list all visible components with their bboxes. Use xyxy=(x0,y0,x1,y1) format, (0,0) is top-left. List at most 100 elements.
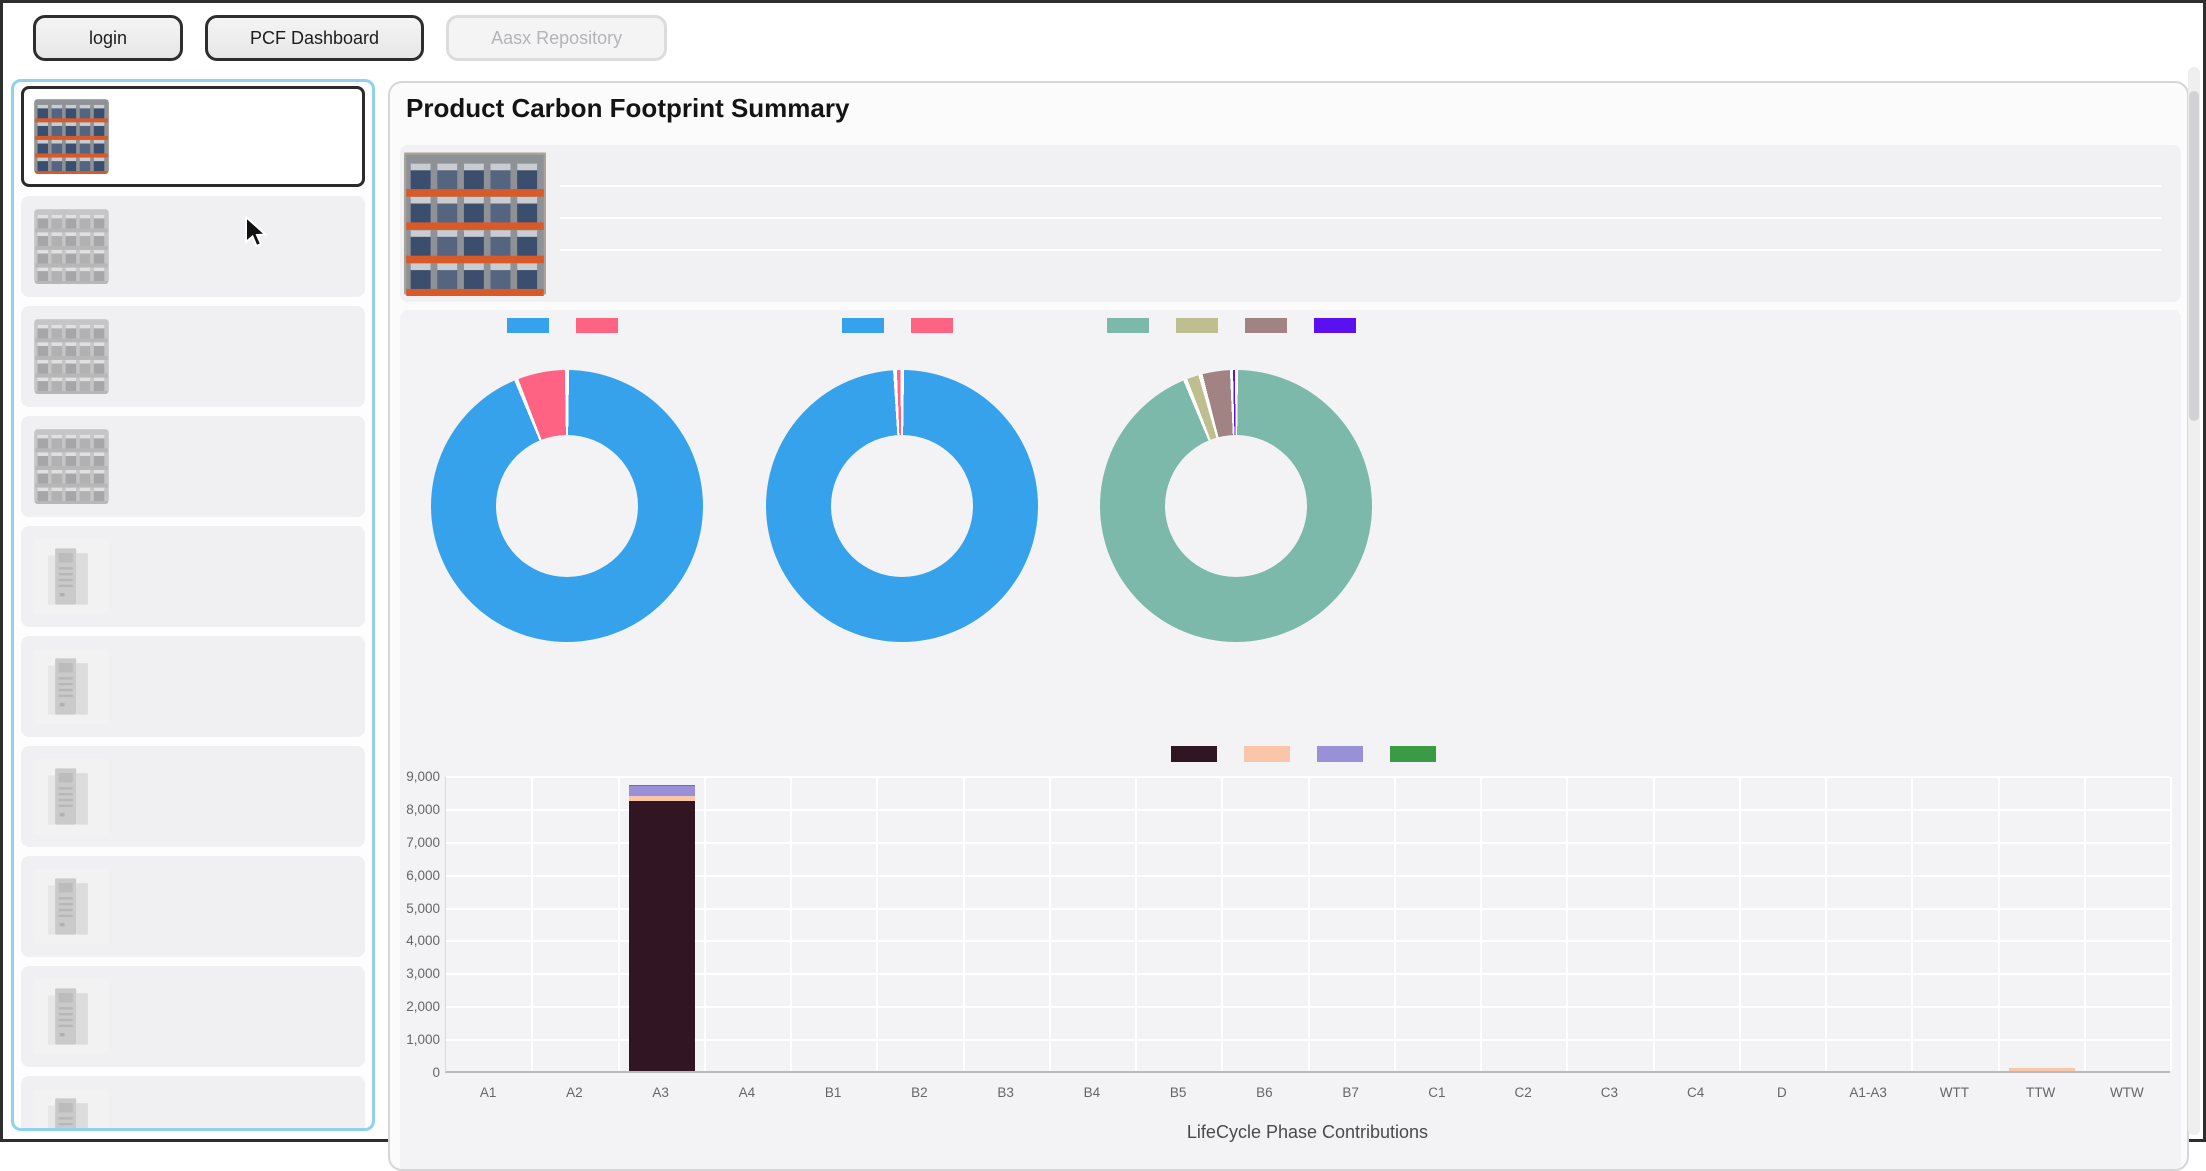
asset-thumbnail xyxy=(34,759,109,834)
chart-legend xyxy=(732,310,1072,333)
x-axis-tick-label: A1 xyxy=(479,1085,497,1100)
sidebar-item-xgpac23[interactable] xyxy=(21,856,365,957)
asset-thumbnail xyxy=(34,979,109,1054)
y-axis-tick-label: 1,000 xyxy=(406,1032,440,1048)
x-axis-tick-label: B6 xyxy=(1256,1085,1273,1100)
gridline xyxy=(703,777,706,1071)
y-axis-tick-label: 7,000 xyxy=(406,834,440,850)
gridline xyxy=(1221,777,1224,1071)
sidebar-item-xglefmtb[interactable] xyxy=(21,746,365,847)
bar-segment-A3-bcell[interactable] xyxy=(628,784,695,787)
legend-item-ev[interactable] xyxy=(1107,318,1158,333)
donut-graphic[interactable] xyxy=(431,370,703,642)
legend-item-bpack[interactable] xyxy=(1243,746,1299,762)
y-axis-tick-label: 4,000 xyxy=(406,933,440,949)
asset-thumbnail xyxy=(34,869,109,944)
x-axis-tick-label: B3 xyxy=(997,1085,1014,1100)
legend-swatch xyxy=(911,318,953,333)
legend-item-bcell[interactable] xyxy=(1314,318,1365,333)
bar-segment-A3-bmodule[interactable] xyxy=(628,786,695,797)
legend-item-bmodule[interactable] xyxy=(1316,746,1372,762)
nav-button-aasx-repository[interactable]: Aasx Repository xyxy=(446,15,668,61)
legend-item-ev[interactable] xyxy=(1170,746,1226,762)
nav-button-pcf-dashboard[interactable]: PCF Dashboard xyxy=(205,15,425,61)
sidebar-item-bcell[interactable] xyxy=(21,416,365,517)
sidebar-item-xgfad4s[interactable] xyxy=(21,526,365,627)
x-axis-tick-label: TTW xyxy=(2026,1085,2056,1100)
chart-legend xyxy=(1066,310,1406,333)
legend-item-bpack[interactable] xyxy=(1176,318,1227,333)
donut-graphic[interactable] xyxy=(1100,370,1372,642)
nav-button-login[interactable]: login xyxy=(33,15,183,61)
sidebar-item-xgicpuz[interactable] xyxy=(21,636,365,737)
donut-hole xyxy=(496,435,638,577)
donut-chart-source-of-emission xyxy=(732,310,1072,642)
sidebar-item-bpack[interactable] xyxy=(21,196,365,297)
gridline xyxy=(1480,777,1482,1071)
top-nav: login PCF Dashboard Aasx Repository xyxy=(33,15,668,61)
gridline xyxy=(1393,777,1396,1071)
y-axis-tick-label: 5,000 xyxy=(406,900,440,916)
gridline xyxy=(1307,777,1310,1071)
legend-item-product-carbon-footprint[interactable] xyxy=(842,318,893,333)
x-axis-tick-label: A2 xyxy=(566,1085,583,1100)
gridline xyxy=(1825,777,1827,1071)
x-axis-tick-label: B1 xyxy=(824,1085,842,1100)
vertical-scrollbar-track[interactable] xyxy=(2188,67,2200,1135)
gridline xyxy=(876,777,879,1071)
legend-item-transport-carbon-footprint[interactable] xyxy=(911,318,962,333)
y-axis-tick-label: 2,000 xyxy=(406,999,440,1015)
gridline xyxy=(1652,777,1655,1071)
legend-swatch xyxy=(1389,746,1436,762)
legend-swatch xyxy=(842,318,884,333)
asset-info-card xyxy=(400,145,2181,302)
legend-item-bcell[interactable] xyxy=(1389,746,1445,762)
x-axis-tick-label: B2 xyxy=(911,1085,928,1100)
legend-swatch xyxy=(1176,318,1218,333)
x-axis-tick-label: WTW xyxy=(2110,1085,2144,1100)
legend-swatch xyxy=(1107,318,1149,333)
donut-graphic[interactable] xyxy=(766,370,1038,642)
bar-segment-TTW-bpack[interactable] xyxy=(2008,1067,2075,1071)
gridline xyxy=(1566,777,1569,1071)
y-axis-tick-label: 6,000 xyxy=(406,867,440,883)
chart-legend xyxy=(397,310,737,333)
x-axis-tick-label: D xyxy=(1777,1085,1787,1100)
gridline xyxy=(2083,777,2086,1071)
asset-thumbnail xyxy=(34,209,109,284)
asset-thumbnail xyxy=(34,319,109,394)
charts-card: LifeCycle Phase Contributions xyxy=(397,310,2181,1169)
gridline xyxy=(1048,777,1051,1071)
asset-thumbnail xyxy=(34,429,109,504)
sidebar-item-bmodule[interactable] xyxy=(21,306,365,407)
asset-photo xyxy=(404,151,546,296)
x-axis-tick-label: B4 xyxy=(1083,1085,1101,1100)
legend-item-bmodule[interactable] xyxy=(1245,318,1296,333)
legend-swatch xyxy=(1245,318,1287,333)
sidebar-item-ev[interactable] xyxy=(21,86,365,187)
asset-list-sidebar xyxy=(11,79,375,1131)
gridline xyxy=(2170,777,2172,1071)
donut-hole xyxy=(831,435,973,577)
sidebar-item-xgqtr2b[interactable] xyxy=(21,966,365,1067)
x-axis-tick-label: C3 xyxy=(1600,1085,1618,1100)
bar-segment-A3-bpack[interactable] xyxy=(628,796,695,801)
donut-chart-category-of-emission xyxy=(397,310,737,642)
info-row xyxy=(560,219,2161,251)
legend-item-own-emission[interactable] xyxy=(507,318,558,333)
asset-thumbnail xyxy=(34,539,109,614)
vertical-scrollbar-thumb[interactable] xyxy=(2189,91,2199,421)
gridline xyxy=(617,777,620,1071)
bar-segment-A3-ev[interactable] xyxy=(628,800,695,1071)
y-axis-tick-label: 8,000 xyxy=(406,801,440,817)
legend-swatch xyxy=(1316,746,1363,762)
asset-info-rows xyxy=(560,155,2161,251)
sidebar-item-xmce32a[interactable] xyxy=(21,1076,365,1128)
legend-item-supply-chain-emission[interactable] xyxy=(576,318,627,333)
x-axis-tick-label: C1 xyxy=(1428,1085,1446,1100)
y-axis-tick-label: 3,000 xyxy=(406,966,440,982)
x-axis-tick-label: WTT xyxy=(1939,1085,1969,1100)
gridline xyxy=(962,777,965,1071)
asset-thumbnail xyxy=(34,649,109,724)
